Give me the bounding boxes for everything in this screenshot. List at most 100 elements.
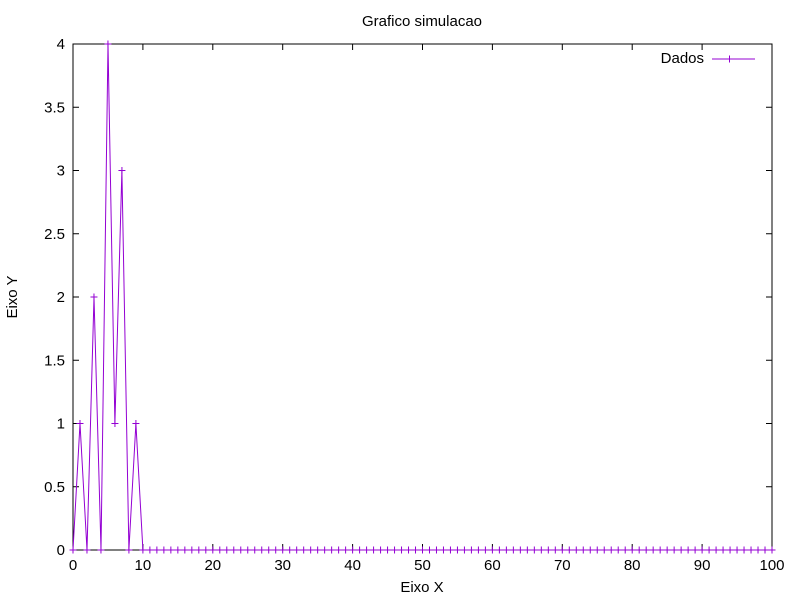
y-tick-label: 3.5 [44,99,65,116]
data-point [446,546,454,554]
data-point [754,546,762,554]
y-tick-label: 2.5 [44,226,65,243]
y-tick-label: 1 [57,416,65,433]
data-point [293,546,301,554]
x-tick-label: 50 [414,557,431,574]
data-point [544,546,552,554]
data-point [181,546,189,554]
data-point [307,546,315,554]
data-point [467,546,475,554]
data-point [195,546,203,554]
y-tick-label: 2 [57,289,65,306]
data-point [558,546,566,554]
series-line-dados [72,43,772,551]
data-point [405,546,413,554]
data-point [125,546,133,554]
data-point [733,546,741,554]
data-point [712,546,720,554]
data-point [412,546,420,554]
data-point [600,546,608,554]
x-tick-label: 0 [69,557,77,574]
data-point [432,546,440,554]
series-dados [69,40,776,554]
data-point [146,546,154,554]
data-point [244,546,252,554]
data-point [160,546,168,554]
data-point [90,293,98,301]
x-axis-label: Eixo X [400,579,443,596]
data-point [167,546,175,554]
data-point [530,546,538,554]
data-point [670,546,678,554]
data-point [621,546,629,554]
data-point [419,546,426,554]
data-point [663,546,671,554]
data-point [342,546,350,554]
data-point [747,546,755,554]
data-point [649,546,657,554]
data-point [321,546,329,554]
data-point [537,546,545,554]
data-point [705,546,713,554]
data-point [69,546,77,554]
data-point [677,546,685,554]
data-point [202,546,210,554]
axes: 0 10 20 30 40 50 60 70 80 90 100 0 0.5 1 1.5 2 2.5 3 3.5 4 [44,36,784,574]
data-point [509,546,517,554]
plot-frame [72,43,773,551]
data-point [300,546,308,554]
data-point [495,546,503,554]
data-point [216,546,224,554]
data-point [132,420,140,427]
y-tick-label: 0 [57,542,65,559]
x-tick-label: 80 [624,557,641,574]
data-point [698,546,706,554]
data-point [572,546,580,554]
data-point [488,546,496,554]
data-point [502,546,510,554]
x-tick-label: 100 [759,557,784,574]
data-point [349,546,357,554]
data-point [635,546,643,554]
data-point [719,546,727,554]
data-point [335,546,343,554]
data-point [593,546,601,554]
data-point [460,546,468,554]
data-point [97,546,105,554]
data-point [453,546,461,554]
data-point [425,546,433,554]
data-point [439,546,447,554]
data-point [111,420,119,427]
legend: Dados [661,50,755,67]
data-point [279,546,287,554]
data-point [328,546,336,554]
data-point [272,546,280,554]
data-point [174,546,182,554]
data-point [684,546,692,554]
data-point [726,546,734,554]
data-point [83,546,91,554]
data-point [384,546,392,554]
x-tick-label: 20 [204,557,221,574]
data-point [370,546,378,554]
data-point [391,546,399,554]
x-tick-label: 60 [484,557,501,574]
data-point [398,546,406,554]
data-point [265,546,273,554]
data-point [481,546,489,554]
data-point [356,546,364,554]
y-tick-label: 1.5 [44,352,65,369]
data-point [579,546,587,554]
data-point [251,546,259,554]
data-point [286,546,294,554]
data-point [258,546,266,554]
data-point [377,546,385,554]
y-axis-label: Eixo Y [4,275,21,318]
data-point [523,546,531,554]
data-point [76,420,84,427]
data-point [104,40,112,48]
y-tick-label: 4 [57,36,65,53]
data-point [614,546,622,554]
legend-marker-dados [726,55,733,63]
